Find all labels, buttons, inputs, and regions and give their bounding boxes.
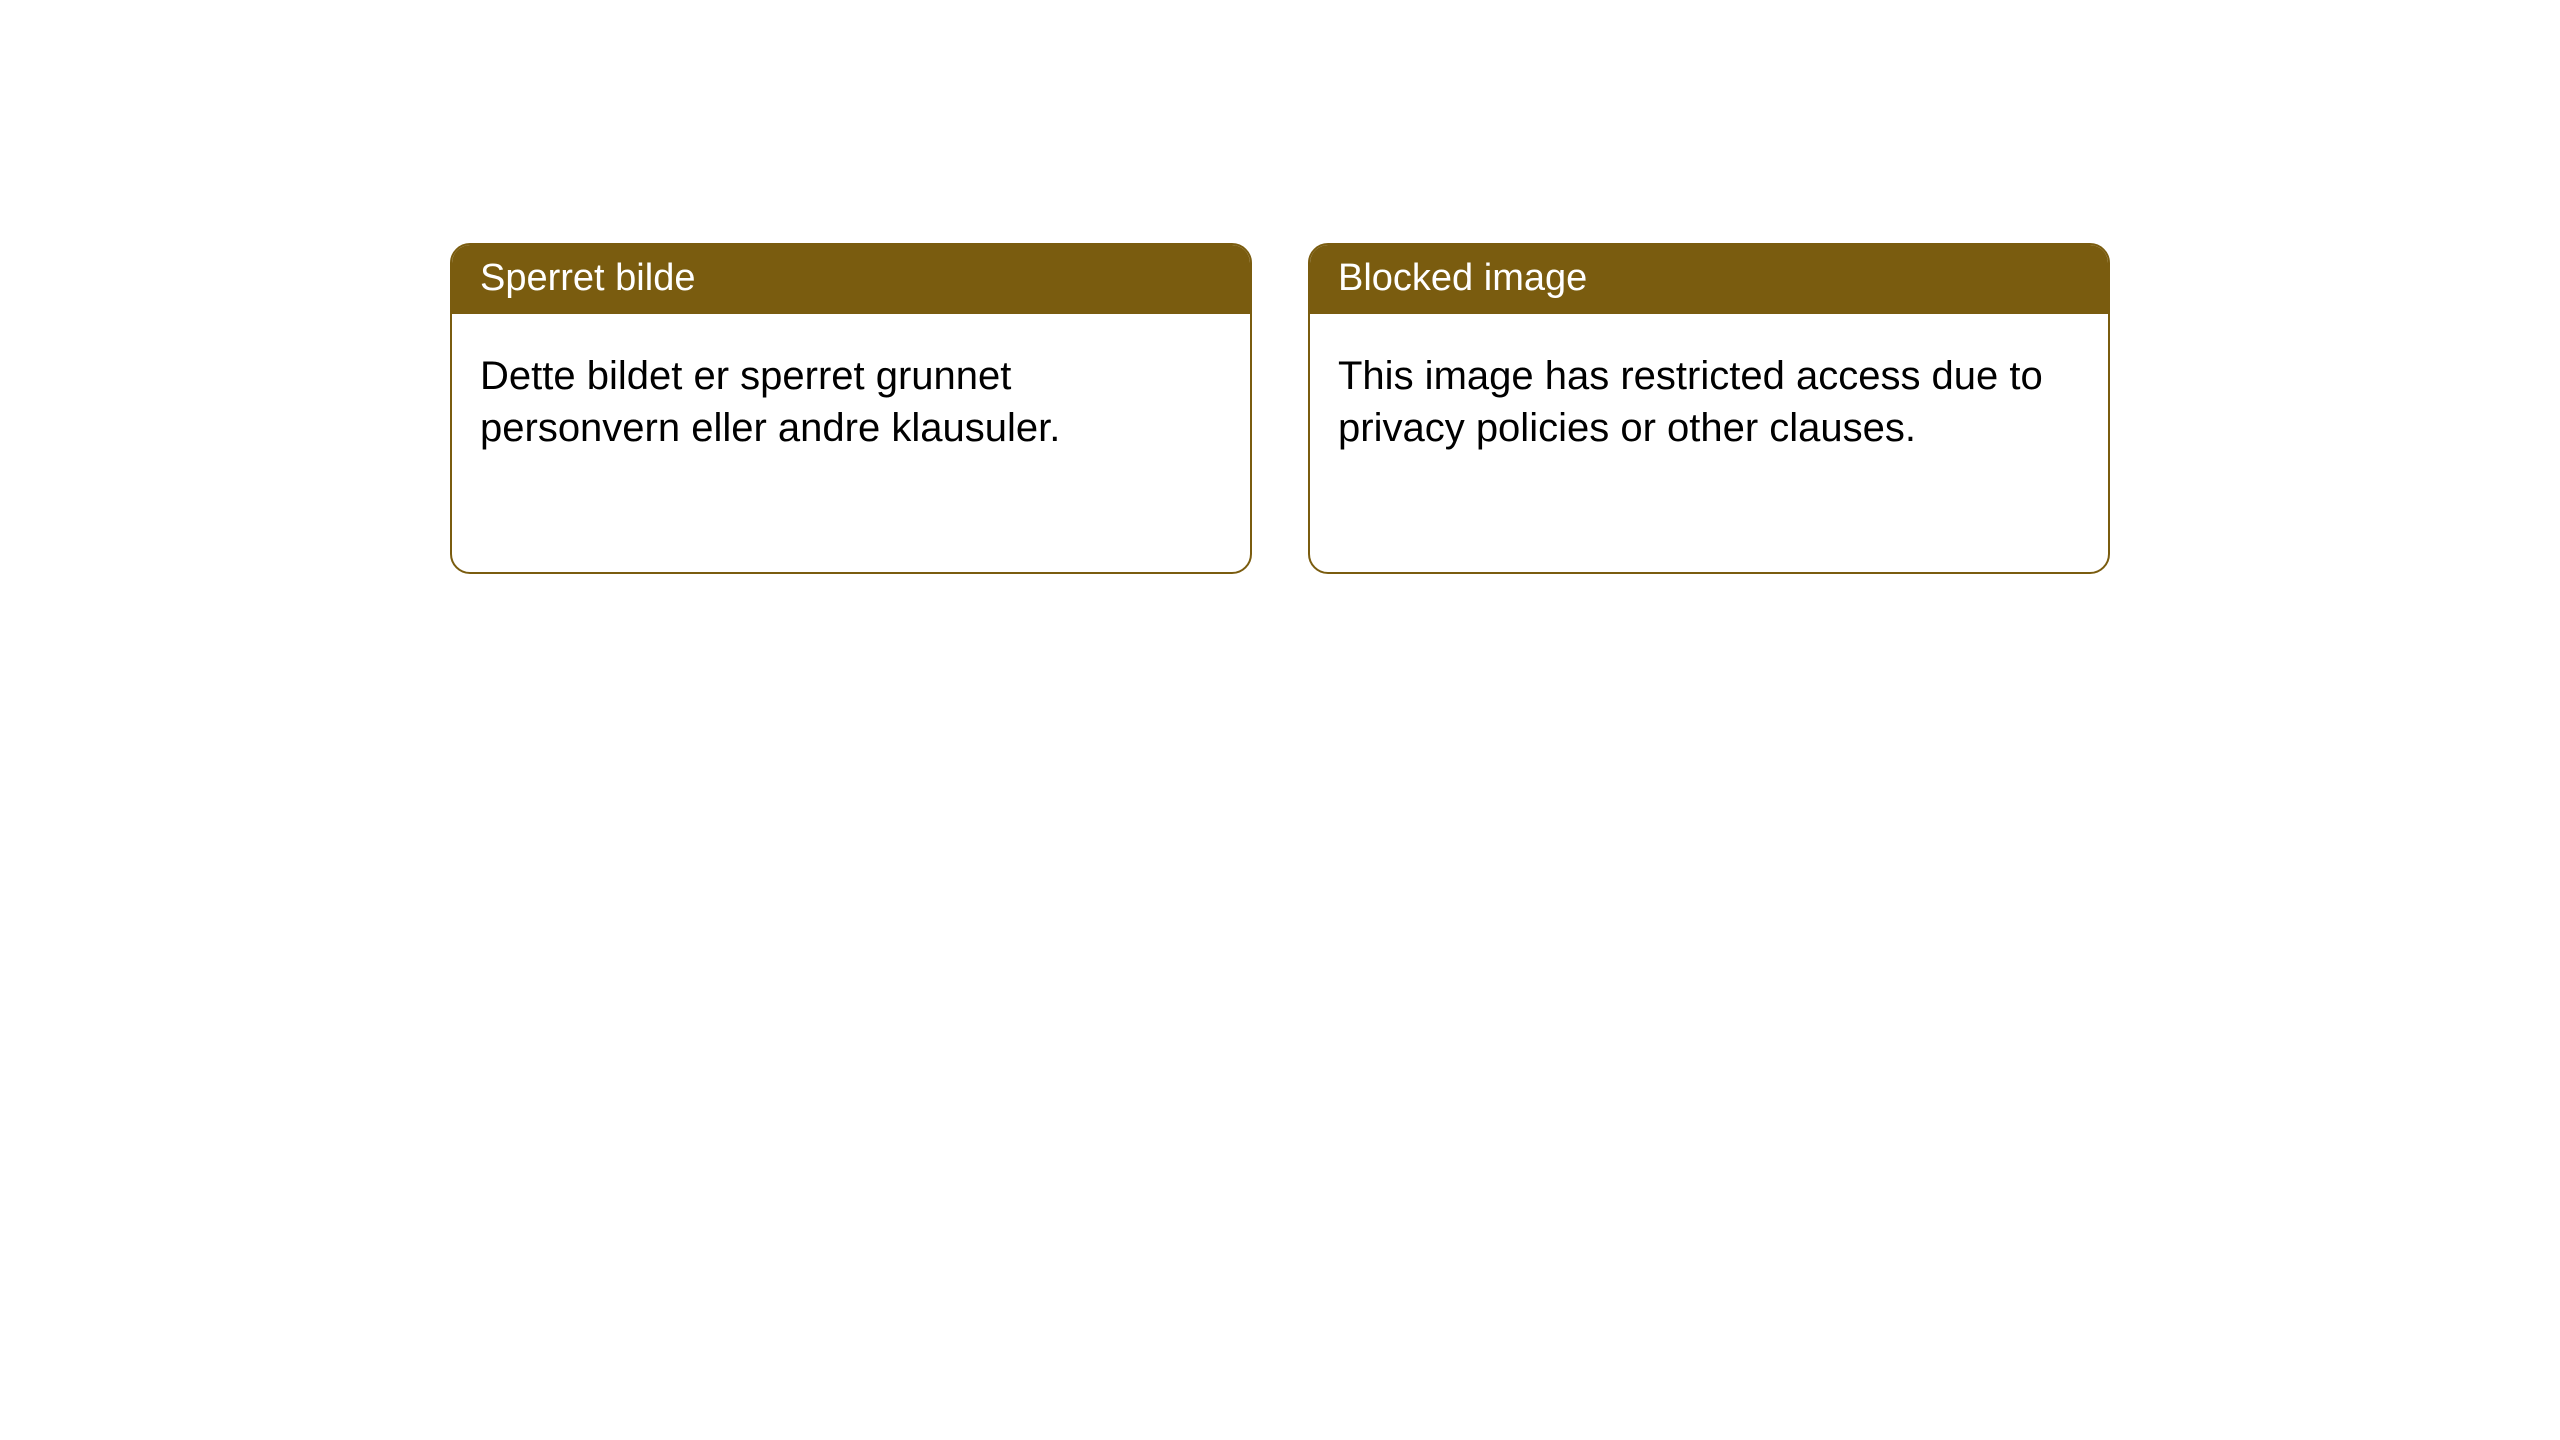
card-title: Sperret bilde bbox=[480, 257, 695, 299]
notice-card-norwegian: Sperret bilde Dette bildet er sperret gr… bbox=[450, 243, 1252, 574]
card-header: Blocked image bbox=[1310, 245, 2108, 314]
card-body-text: Dette bildet er sperret grunnet personve… bbox=[480, 354, 1060, 450]
card-body: This image has restricted access due to … bbox=[1310, 314, 2108, 482]
card-title: Blocked image bbox=[1338, 257, 1587, 299]
notice-container: Sperret bilde Dette bildet er sperret gr… bbox=[0, 0, 2560, 574]
card-header: Sperret bilde bbox=[452, 245, 1250, 314]
notice-card-english: Blocked image This image has restricted … bbox=[1308, 243, 2110, 574]
card-body-text: This image has restricted access due to … bbox=[1338, 354, 2043, 450]
card-body: Dette bildet er sperret grunnet personve… bbox=[452, 314, 1250, 482]
